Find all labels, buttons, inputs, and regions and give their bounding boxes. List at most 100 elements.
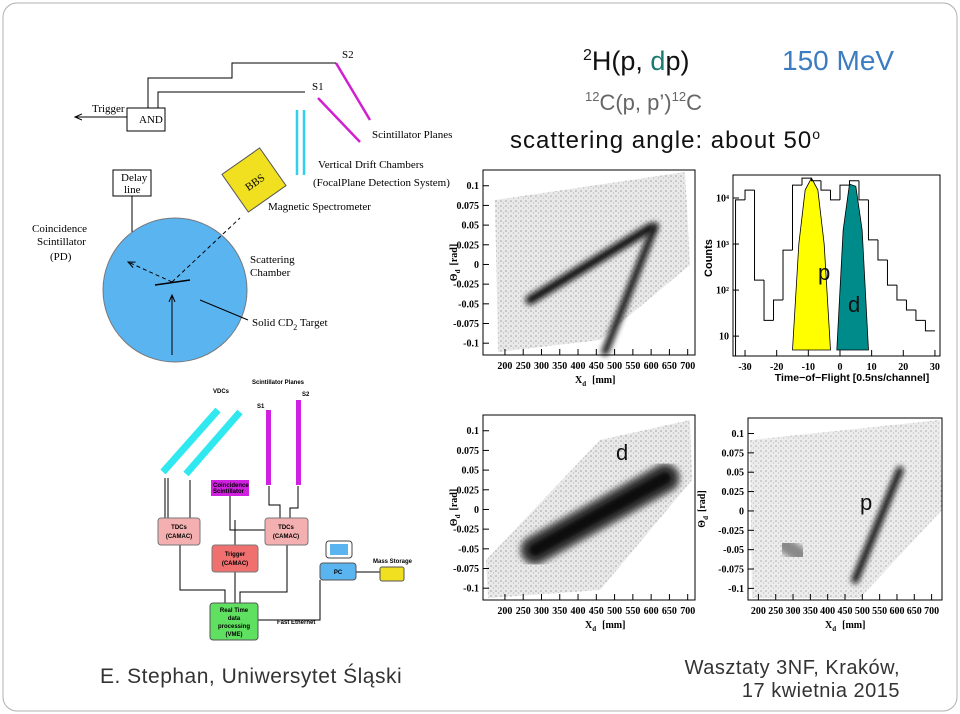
label: (CAMAC)	[273, 534, 299, 540]
x-tick-label: 450	[589, 606, 604, 617]
label: line	[124, 184, 141, 196]
annotation: d	[616, 440, 628, 465]
x-tick-label: 0	[837, 362, 842, 373]
x-tick-label: 500	[855, 606, 870, 617]
box	[319, 562, 357, 581]
x-tick-label: 700	[924, 606, 939, 617]
histogram-bin	[763, 280, 774, 321]
x-axis-label: Time−of−Flight [0.5ns/channel]	[775, 372, 929, 384]
x-tick-label: 350	[552, 361, 567, 372]
histogram-bin	[810, 178, 821, 182]
histogram-bin	[848, 180, 859, 186]
y-tick-label: 0.1	[467, 426, 480, 437]
x-tick-label: 450	[838, 606, 853, 617]
label: S1	[312, 81, 324, 93]
y-tick-label: -0.025	[718, 526, 744, 537]
spectrometer-diagram: Trigger AND S2 S1 Scintillator Planes Ve…	[32, 49, 452, 363]
x-tick-label: 500	[607, 361, 622, 372]
x-tick-label: 650	[907, 606, 922, 617]
histogram-bin	[801, 177, 812, 186]
y-tick-label: 0.075	[457, 446, 480, 457]
x-tick-label: 400	[571, 606, 586, 617]
x-tick-label: 550	[872, 606, 887, 617]
author: E. Stephan, Uniwersytet Śląski	[100, 664, 402, 688]
subscript: d	[702, 516, 710, 520]
y-tick-label: 0.1	[732, 429, 745, 440]
label: TDCs	[171, 525, 187, 531]
x-tick-label: 600	[644, 361, 659, 372]
unit: [mm]	[592, 375, 615, 386]
box	[157, 517, 201, 546]
label: Magnetic Spectrometer	[268, 201, 371, 213]
y-tick-label: -0.075	[453, 319, 479, 330]
subscript: d	[454, 269, 462, 273]
x-tick-label: 650	[662, 606, 677, 617]
y-tick-label: -0.1	[463, 339, 479, 350]
y-tick-label: 10³	[716, 240, 729, 251]
legend-label: d	[848, 292, 860, 317]
label: TDCs	[278, 525, 294, 531]
label: data	[228, 616, 241, 622]
annotation: p	[860, 490, 872, 515]
y-tick-label: 10⁴	[716, 194, 729, 205]
histogram-bin	[782, 249, 793, 300]
unit: [rad]	[449, 489, 460, 511]
histogram-bin	[839, 184, 850, 200]
x-tick-label: 250	[516, 361, 531, 372]
y-tick-label: -0.05	[723, 545, 744, 556]
plot-frame	[732, 174, 941, 357]
histogram-bin	[924, 320, 935, 332]
y-axis-label: Θd [rad]	[697, 490, 710, 527]
y-tick-label: 10²	[716, 286, 729, 297]
label: PC	[334, 570, 343, 576]
histogram-bin	[896, 285, 907, 301]
x-tick-label: 650	[662, 361, 677, 372]
histogram-bin	[905, 299, 916, 311]
histogram-bin	[735, 199, 746, 356]
y-tick-label: 0.05	[462, 466, 480, 477]
x-tick-label: 20	[898, 362, 908, 373]
x-tick-label: 400	[820, 606, 835, 617]
angle: scattering angle: about 50o	[510, 126, 821, 154]
histogram-bin	[754, 190, 765, 281]
histogram-bin	[820, 180, 831, 191]
y-tick-label: 10	[719, 332, 729, 343]
y-tick-label: 0.075	[457, 201, 480, 212]
unit: [rad]	[449, 244, 460, 266]
y-axis-label: Counts	[703, 239, 715, 277]
x-tick-label: 200	[751, 606, 766, 617]
x-tick-label: 700	[680, 606, 695, 617]
box	[264, 517, 309, 546]
x-tick-label: 200	[497, 606, 512, 617]
label: Scintillator	[213, 489, 245, 495]
subscript: d	[454, 514, 462, 518]
x-tick-label: -20	[770, 362, 783, 373]
label: S1	[257, 404, 265, 410]
label: Mass Storage	[373, 559, 413, 565]
event-date: 17 kwietnia 2015	[742, 680, 900, 702]
x-tick-label: -30	[738, 362, 751, 373]
density-band	[851, 466, 904, 584]
histogram-bin	[867, 199, 878, 241]
symbol: X	[825, 620, 833, 631]
vdc	[160, 407, 221, 475]
label: Scattering	[250, 254, 295, 266]
label: Delay	[121, 172, 148, 184]
label: Trigger	[225, 552, 246, 558]
peak	[836, 183, 869, 351]
label: Chamber	[250, 267, 291, 279]
unit: [rad]	[697, 490, 708, 512]
y-tick-label: -0.1	[463, 584, 479, 595]
y-tick-label: 0.025	[457, 485, 480, 496]
scintillator	[266, 410, 271, 485]
x-tick-label: 550	[625, 361, 640, 372]
x-tick-label: 600	[644, 606, 659, 617]
x-tick-label: 700	[680, 361, 695, 372]
label: Fast Ethernet	[277, 620, 315, 626]
scattering-chamber	[102, 217, 248, 363]
y-tick-label: -0.05	[458, 544, 479, 555]
histogram-bin	[773, 299, 784, 321]
bbs	[221, 147, 287, 213]
